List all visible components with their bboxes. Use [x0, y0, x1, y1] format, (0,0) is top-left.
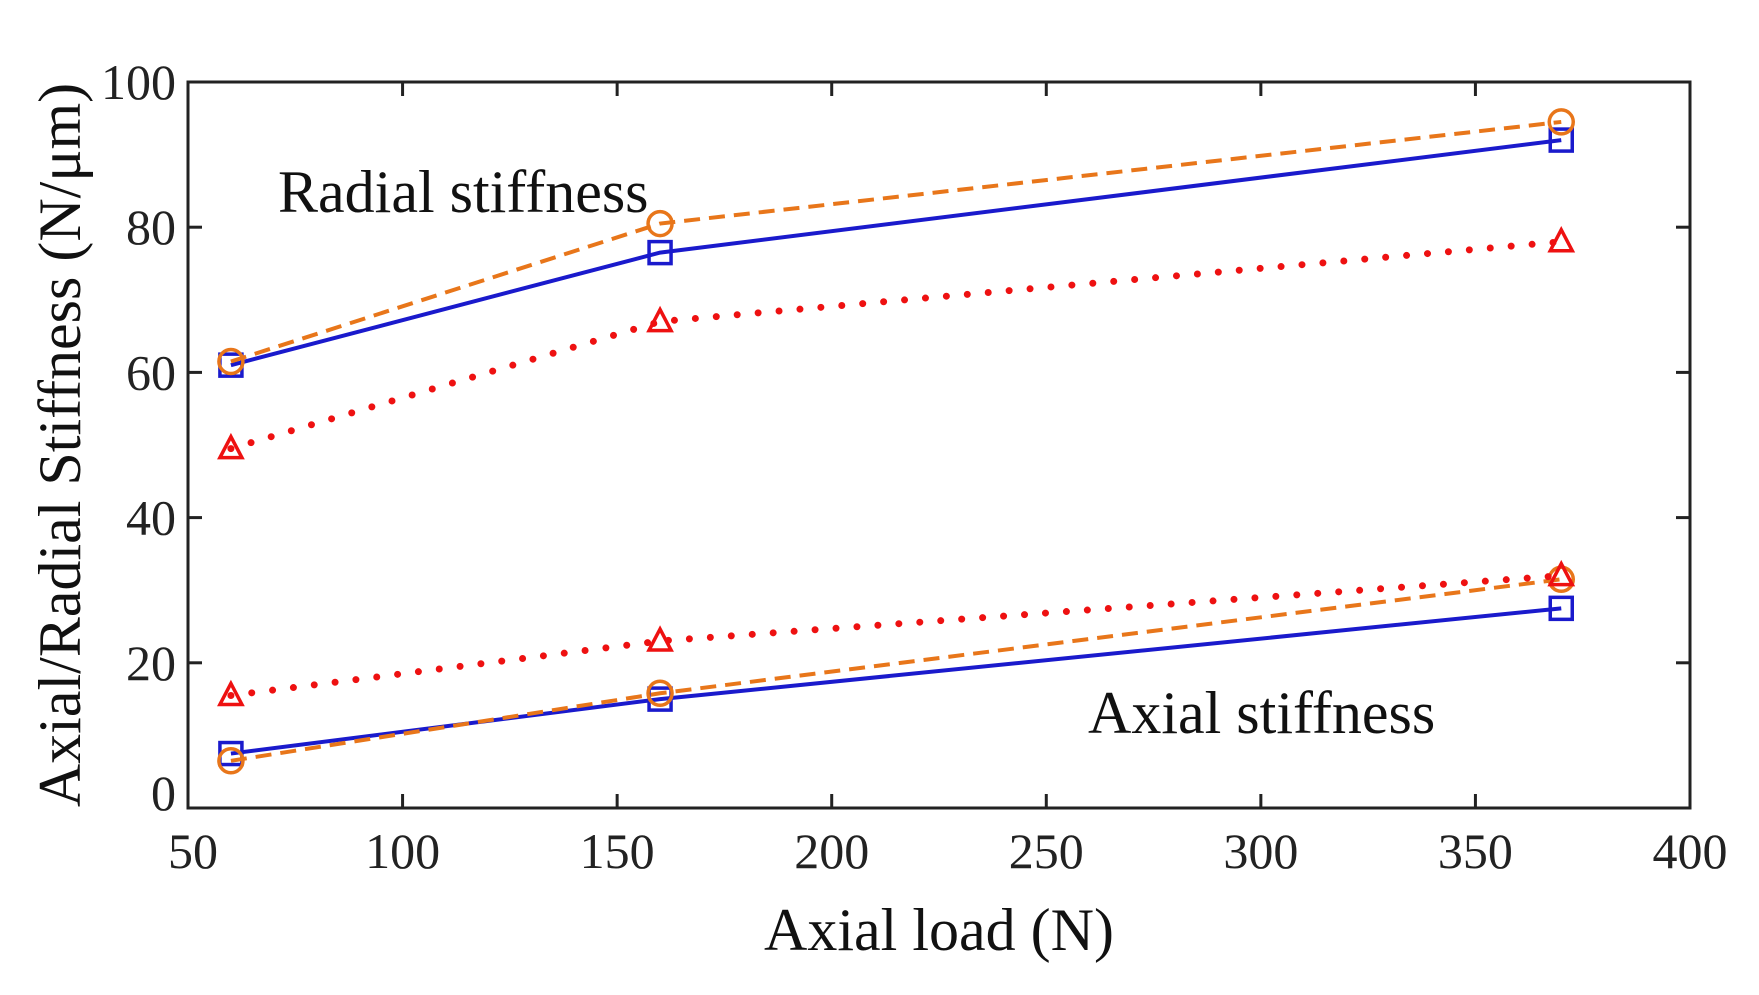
- series-line: [230, 577, 1562, 763]
- y-axis-label: Axial/Radial Stiffness (N/μm): [27, 83, 93, 807]
- circle-marker: [217, 347, 245, 376]
- series-axial-triangle: [217, 559, 1576, 707]
- triangle-marker: [646, 625, 674, 652]
- axial-annotation: Axial stiffness: [1088, 680, 1435, 746]
- y-tick-label: 20: [126, 635, 176, 691]
- triangle-marker: [1547, 559, 1576, 587]
- series-line: [227, 238, 1565, 453]
- series-line: [227, 572, 1565, 699]
- ticks-layer: [186, 80, 1692, 810]
- x-axis-label: Axial load (N): [764, 897, 1114, 963]
- series-radial-triangle: [217, 225, 1576, 460]
- radial-annotation: Radial stiffness: [278, 159, 649, 225]
- x-tick-label: 250: [1009, 823, 1084, 879]
- plot-frame: [186, 80, 1692, 810]
- circle-marker: [1547, 108, 1576, 136]
- x-tick-label: 350: [1438, 823, 1513, 879]
- square-marker: [1548, 595, 1575, 622]
- circle-marker: [217, 747, 245, 775]
- series-line: [230, 138, 1562, 368]
- x-tick-label: 200: [794, 823, 869, 879]
- circle-marker: [646, 209, 674, 238]
- x-tick-label: 300: [1223, 823, 1298, 879]
- x-tick-label: 50: [168, 823, 218, 879]
- y-tick-label: 60: [126, 344, 176, 400]
- y-tick-label: 100: [101, 54, 176, 110]
- series-line: [230, 119, 1562, 364]
- square-marker: [1548, 127, 1575, 153]
- square-marker: [647, 239, 673, 266]
- series-line: [230, 606, 1562, 756]
- triangle-marker: [1547, 225, 1576, 253]
- series-layer: [217, 108, 1576, 775]
- circle-marker: [646, 679, 674, 708]
- y-tick-label: 0: [151, 765, 176, 821]
- y-tick-label: 40: [126, 490, 176, 546]
- x-tick-label: 100: [365, 823, 440, 879]
- x-tick-label: 400: [1653, 823, 1728, 879]
- triangle-marker: [217, 679, 245, 707]
- triangle-marker: [217, 432, 245, 460]
- series-radial-circle: [217, 108, 1576, 376]
- x-tick-label: 150: [580, 823, 655, 879]
- triangle-marker: [646, 305, 674, 333]
- y-tick-label: 80: [126, 199, 176, 255]
- tick-labels-layer: 50 100 150 200 250 300 350 400 0 20 40 60 80 100: [101, 54, 1728, 879]
